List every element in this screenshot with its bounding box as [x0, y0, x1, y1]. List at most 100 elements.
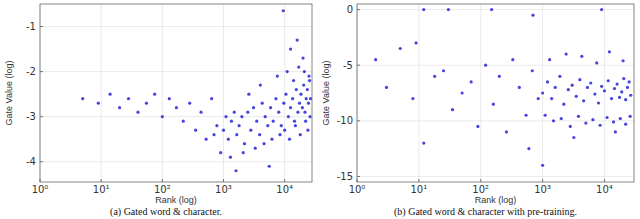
grid-line: [40, 116, 312, 117]
point: [569, 125, 572, 128]
point: [298, 102, 301, 105]
point: [584, 121, 587, 124]
point: [541, 164, 544, 167]
tick-label: -10: [337, 115, 353, 126]
point: [614, 130, 617, 133]
point: [308, 79, 311, 82]
point: [599, 124, 602, 127]
point: [531, 69, 534, 72]
point: [572, 136, 575, 139]
point: [293, 120, 296, 123]
tick-label: 10¹: [411, 184, 428, 195]
grid-line: [480, 4, 481, 182]
point: [199, 111, 202, 114]
point: [565, 52, 568, 55]
tick-label: 10⁰: [349, 184, 366, 195]
point: [227, 138, 230, 141]
point: [578, 78, 581, 81]
tick-mark: [101, 179, 102, 182]
point: [422, 141, 425, 144]
point: [288, 138, 291, 141]
point: [109, 93, 112, 96]
point: [229, 156, 232, 159]
point: [175, 106, 178, 109]
point: [552, 119, 555, 122]
point: [567, 88, 570, 91]
plot-background: [357, 4, 634, 182]
point: [188, 102, 191, 105]
point: [210, 97, 213, 100]
point: [603, 89, 606, 92]
point: [272, 120, 275, 123]
point: [243, 142, 246, 145]
point: [629, 115, 632, 118]
point: [224, 115, 227, 118]
point: [605, 116, 608, 119]
point: [212, 133, 215, 136]
tick-mark: [357, 65, 360, 66]
point: [282, 9, 285, 12]
point: [620, 90, 623, 93]
point: [145, 102, 148, 105]
point: [607, 79, 610, 82]
point: [299, 93, 302, 96]
point: [270, 138, 273, 141]
point: [258, 133, 261, 136]
tick-label: 10³: [534, 184, 551, 195]
point: [537, 97, 540, 100]
point: [286, 70, 289, 73]
point: [307, 75, 310, 78]
point: [240, 115, 243, 118]
point: [301, 106, 304, 109]
point: [597, 101, 600, 104]
tick-label: -3: [26, 111, 36, 122]
point: [247, 93, 250, 96]
point: [629, 94, 632, 97]
point: [577, 115, 580, 118]
point: [266, 124, 269, 127]
chart: 10⁰10¹10²10³10⁴-1-2-3-4Rank (log)Gate Va…: [4, 4, 312, 218]
point: [518, 86, 521, 89]
point: [562, 103, 565, 106]
point: [264, 115, 267, 118]
point: [476, 125, 479, 128]
point: [259, 84, 262, 87]
point: [550, 97, 553, 100]
point: [182, 120, 185, 123]
point: [304, 120, 307, 123]
point: [619, 117, 622, 120]
point: [296, 38, 299, 41]
grid-line: [357, 9, 634, 10]
points: [374, 8, 632, 167]
point: [451, 108, 454, 111]
tick-label: 10²: [472, 184, 489, 195]
point: [269, 106, 272, 109]
tick-mark: [40, 71, 43, 72]
point: [249, 129, 252, 132]
point: [295, 88, 298, 91]
point: [252, 106, 255, 109]
point: [546, 80, 549, 83]
point: [411, 97, 414, 100]
y-axis-label: Gate Value (log): [321, 61, 331, 126]
point: [246, 111, 249, 114]
point: [571, 84, 574, 87]
point: [622, 77, 625, 80]
point: [306, 129, 309, 132]
point: [593, 93, 596, 96]
tick-label: -1: [26, 21, 36, 32]
tick-label: 10²: [154, 184, 171, 195]
point: [161, 115, 164, 118]
point: [276, 75, 279, 78]
point: [205, 138, 208, 141]
point: [81, 97, 84, 100]
point: [153, 93, 156, 96]
point: [97, 102, 100, 105]
plot-frame: [357, 4, 634, 182]
tick-mark: [162, 179, 163, 182]
point: [222, 129, 225, 132]
point: [600, 8, 603, 11]
point: [524, 114, 527, 117]
points: [81, 9, 312, 172]
point: [118, 106, 121, 109]
